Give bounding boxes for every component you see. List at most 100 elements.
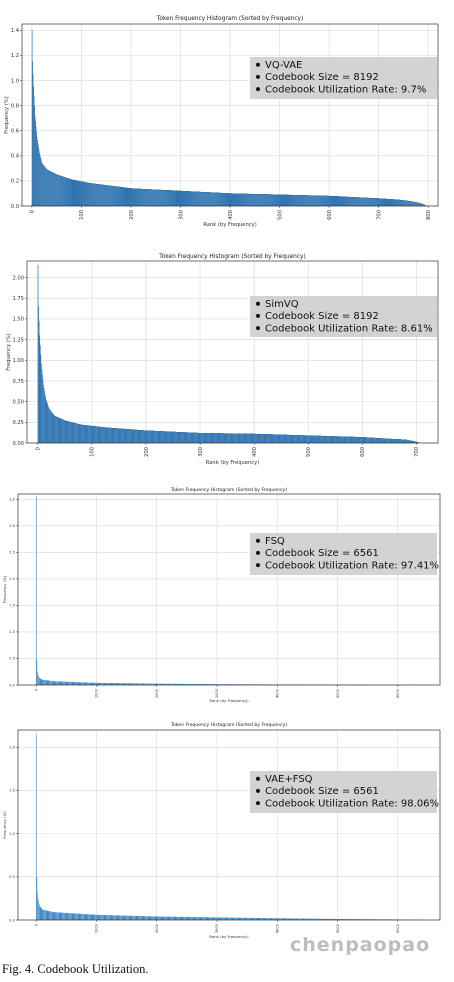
bar: [184, 432, 185, 444]
bar: [251, 433, 253, 444]
bar: [172, 431, 174, 444]
bar: [89, 682, 90, 685]
bar: [58, 681, 59, 685]
bar: [322, 435, 324, 444]
bar: [99, 914, 101, 920]
bar: [217, 917, 219, 920]
bar: [347, 436, 349, 444]
bar: [78, 424, 80, 444]
bar: [236, 684, 237, 685]
bar: [93, 682, 95, 685]
bar: [122, 683, 124, 685]
bar: [210, 433, 212, 444]
bar: [366, 919, 368, 920]
bar: [72, 913, 73, 920]
bar: [192, 432, 194, 444]
bar: [133, 915, 134, 920]
bar: [36, 660, 38, 685]
bar: [75, 682, 76, 685]
bar: [85, 682, 87, 685]
bar: [283, 434, 285, 444]
bar: [290, 434, 292, 444]
x-tick-label: 400: [252, 447, 258, 457]
bar: [128, 429, 129, 444]
bar: [169, 916, 171, 920]
bar: [195, 684, 197, 685]
bar: [391, 438, 393, 444]
bar: [166, 916, 168, 920]
bar: [357, 919, 358, 920]
bar: [49, 911, 50, 920]
bar: [247, 917, 249, 920]
bar: [317, 435, 319, 444]
bar: [311, 918, 313, 920]
bar: [218, 433, 220, 444]
bar: [87, 682, 89, 685]
bar: [127, 683, 128, 685]
bar: [158, 683, 160, 685]
bar: [109, 683, 111, 685]
bar: [140, 430, 142, 444]
legend-bullet-icon: [256, 313, 260, 318]
bar: [42, 374, 43, 444]
bar: [207, 433, 209, 444]
bar: [207, 433, 208, 444]
bar: [168, 916, 170, 920]
bar: [127, 915, 128, 920]
bar: [62, 681, 64, 685]
bar: [60, 418, 62, 444]
bar: [152, 916, 153, 920]
bar: [232, 917, 234, 920]
bar: [110, 427, 112, 444]
bar: [125, 915, 126, 920]
bar: [56, 681, 58, 685]
bar: [263, 434, 264, 444]
x-tick-label: 100: [90, 447, 96, 457]
bar: [155, 916, 157, 920]
bar: [321, 918, 323, 920]
bar: [364, 437, 366, 444]
bar: [349, 919, 351, 920]
bar: [224, 433, 226, 444]
bar: [252, 433, 254, 444]
bar: [396, 439, 397, 444]
bar: [60, 418, 62, 444]
bar: [322, 435, 323, 444]
bar: [76, 423, 78, 444]
bar: [406, 439, 408, 444]
bar: [234, 917, 235, 920]
bar: [128, 683, 130, 685]
bar: [308, 435, 309, 444]
bar: [63, 912, 65, 920]
bar: [326, 436, 328, 444]
legend-entry: Codebook Size = 8192: [265, 311, 379, 322]
bar: [277, 434, 279, 444]
bar: [136, 683, 138, 685]
bar: [137, 429, 139, 444]
bar: [36, 876, 38, 920]
bar: [350, 919, 352, 920]
bar: [349, 436, 351, 444]
y-tick-label: 1.0: [11, 78, 19, 84]
bar: [327, 918, 328, 920]
bar: [180, 916, 181, 920]
bar: [282, 434, 283, 444]
bar: [208, 917, 210, 920]
bar: [313, 435, 315, 444]
bar: [266, 918, 267, 920]
bar: [73, 913, 75, 920]
bar: [146, 916, 148, 920]
bar: [216, 684, 217, 685]
bar: [116, 428, 118, 444]
bar: [283, 434, 284, 444]
bar: [62, 912, 64, 920]
bar: [251, 917, 253, 920]
bar: [289, 434, 290, 444]
bar: [278, 434, 280, 444]
bar: [49, 911, 51, 920]
legend-entry: VAE+FSQ: [265, 774, 313, 785]
bar: [40, 364, 42, 444]
bar: [265, 434, 267, 444]
bar: [88, 914, 89, 920]
bar: [301, 918, 303, 920]
